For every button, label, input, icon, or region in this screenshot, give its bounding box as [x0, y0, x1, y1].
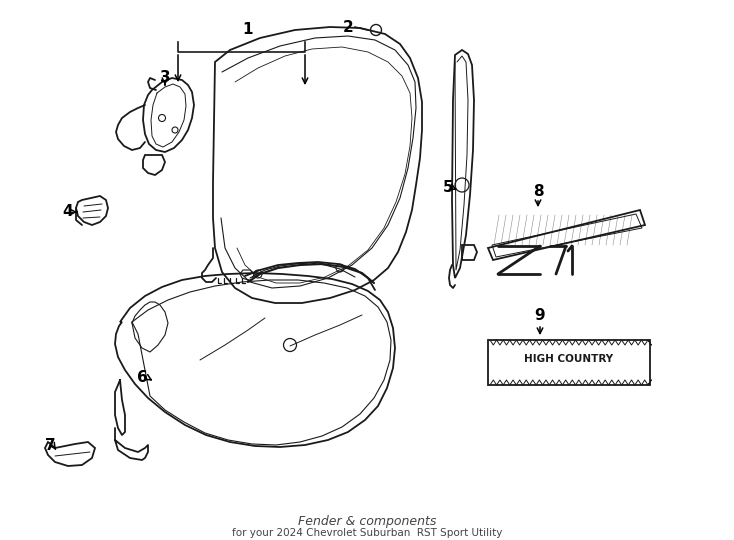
- Text: Fender & components: Fender & components: [298, 516, 436, 529]
- Text: 7: 7: [45, 437, 55, 453]
- Text: 5: 5: [443, 180, 454, 195]
- Text: 3: 3: [160, 71, 170, 85]
- Text: 4: 4: [62, 205, 73, 219]
- Text: for your 2024 Chevrolet Suburban  RST Sport Utility: for your 2024 Chevrolet Suburban RST Spo…: [232, 528, 502, 538]
- Text: 1: 1: [243, 23, 253, 37]
- Text: 6: 6: [137, 370, 148, 386]
- Text: HIGH COUNTRY: HIGH COUNTRY: [524, 354, 614, 363]
- Text: 9: 9: [534, 308, 545, 323]
- Text: 8: 8: [533, 185, 543, 199]
- Text: 2: 2: [343, 19, 353, 35]
